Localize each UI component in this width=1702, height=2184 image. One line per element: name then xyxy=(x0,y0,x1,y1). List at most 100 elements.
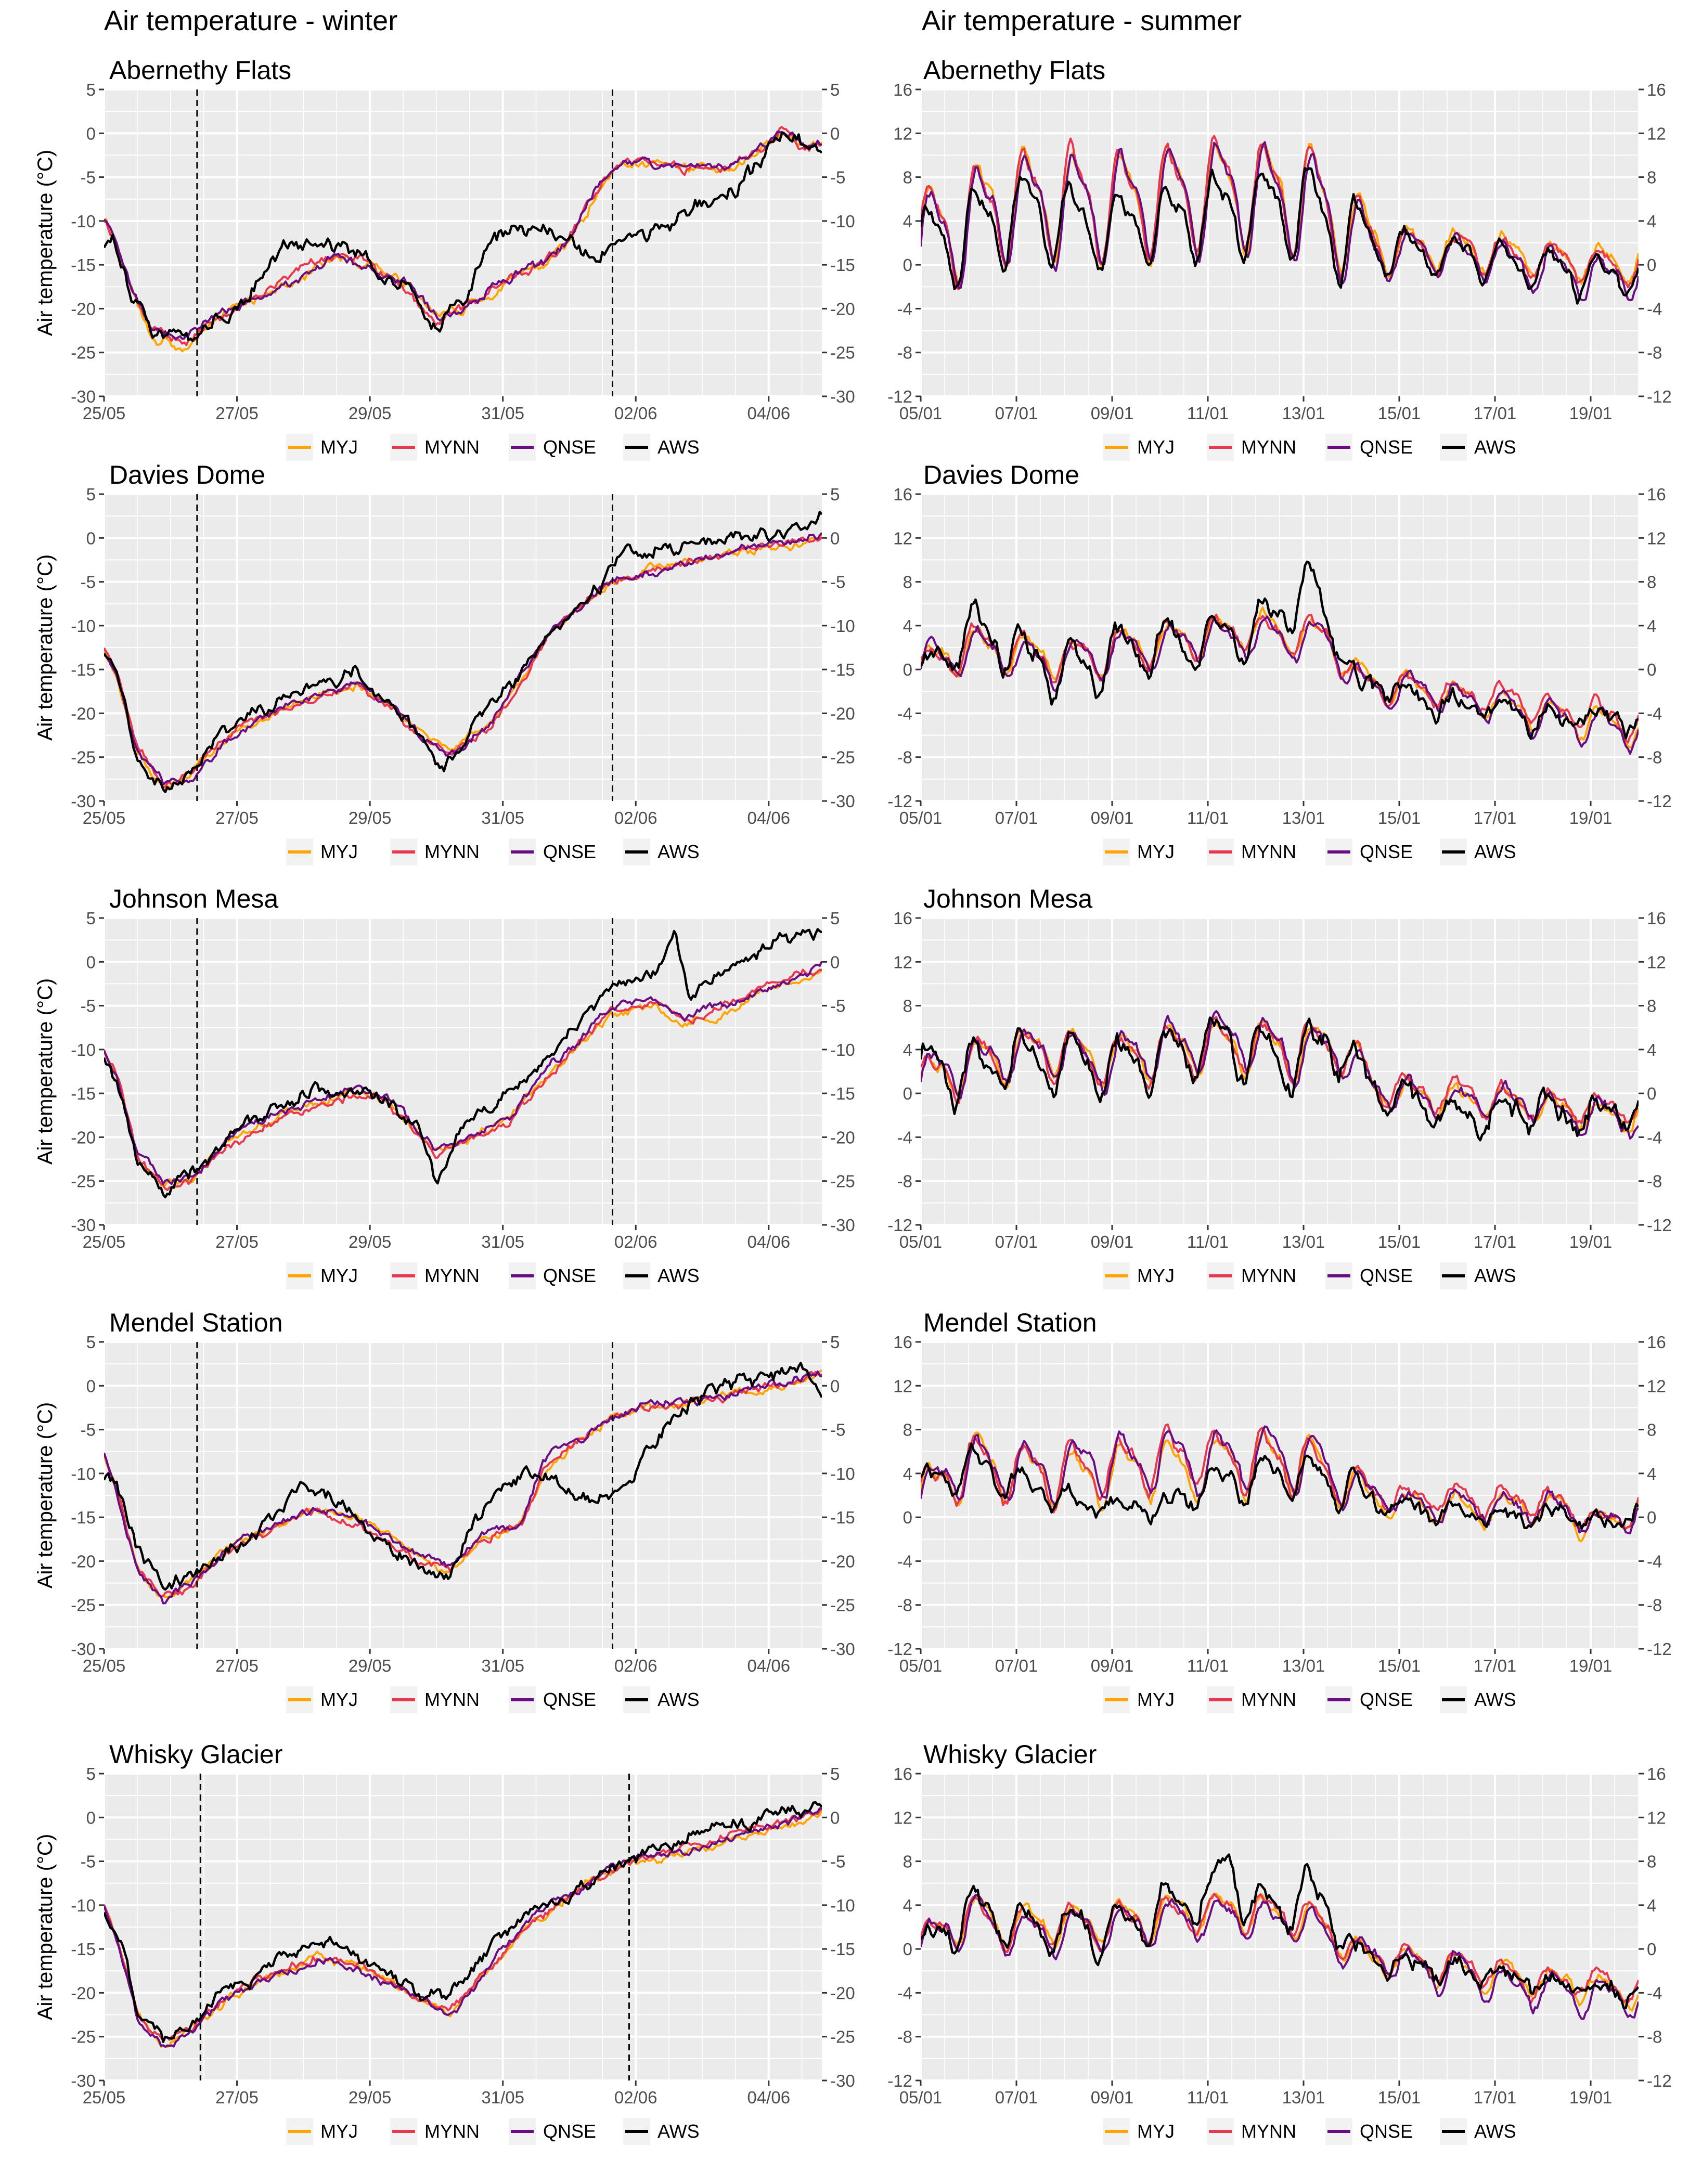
y-tick-label: -5 xyxy=(81,573,96,592)
y-tick-label: -25 xyxy=(71,2027,96,2047)
series-line-mynn xyxy=(104,968,822,1191)
x-tick-label: 25/05 xyxy=(83,1232,126,1251)
y-tick-label: -4 xyxy=(897,1128,912,1147)
y-tick-label-right: -4 xyxy=(1647,1983,1662,2002)
y-tick-label: -12 xyxy=(887,792,912,811)
y-tick-label: 8 xyxy=(903,168,912,187)
y-tick-label: -20 xyxy=(71,299,96,318)
y-tick-label-right: -12 xyxy=(1647,1216,1672,1235)
y-tick-label-right: 8 xyxy=(1647,1852,1656,1871)
y-tick-label-right: -30 xyxy=(830,792,855,811)
y-tick-label: -8 xyxy=(897,1596,912,1615)
y-tick-label-right: -20 xyxy=(830,1983,855,2002)
y-tick-label: -4 xyxy=(897,1983,912,2002)
x-tick-label: 09/01 xyxy=(1091,1656,1134,1675)
legend-label: QNSE xyxy=(543,436,596,458)
y-tick-label: 16 xyxy=(893,80,912,99)
y-tick-label-right: 16 xyxy=(1647,1333,1666,1352)
legend: MYJ MYNN QNSE AWS xyxy=(1103,1262,1516,1289)
y-tick-label: 0 xyxy=(86,952,96,972)
y-tick-label-right: -8 xyxy=(1647,748,1662,767)
x-tick-label: 07/01 xyxy=(995,404,1038,423)
x-tick-label: 31/05 xyxy=(481,2088,524,2107)
x-tick-label: 05/01 xyxy=(899,404,943,423)
legend-label: AWS xyxy=(657,1265,700,1286)
x-tick-label: 19/01 xyxy=(1569,1232,1613,1251)
legend-label: AWS xyxy=(1474,841,1516,862)
x-tick-label: 04/06 xyxy=(747,1656,790,1675)
legend-label: MYJ xyxy=(1137,1265,1175,1286)
x-tick-label: 27/05 xyxy=(215,1656,259,1675)
panel-title: Mendel Station xyxy=(109,1308,283,1337)
series-group xyxy=(104,126,822,353)
x-tick-label: 27/05 xyxy=(215,2088,259,2107)
y-tick-label: 12 xyxy=(893,952,912,972)
x-tick-label: 04/06 xyxy=(747,808,790,828)
column-title-summer: Air temperature - summer xyxy=(922,5,1242,36)
legend: MYJ MYNN QNSE AWS xyxy=(286,434,700,461)
legend: MYJ MYNN QNSE AWS xyxy=(1103,838,1516,865)
x-tick-label: 13/01 xyxy=(1282,2088,1325,2107)
y-tick-label-right: 4 xyxy=(1647,1040,1656,1059)
y-tick-label: 12 xyxy=(893,1808,912,1827)
y-tick-label-right: -30 xyxy=(830,2071,855,2090)
x-tick-label: 25/05 xyxy=(83,404,126,423)
y-tick-label-right: -12 xyxy=(1647,792,1672,811)
x-tick-label: 31/05 xyxy=(481,404,524,423)
legend-label: MYNN xyxy=(424,436,480,458)
y-tick-label: 0 xyxy=(86,1808,96,1827)
legend-label: QNSE xyxy=(1360,1265,1413,1286)
y-tick-label-right: 0 xyxy=(830,528,840,548)
chart-panel: Johnson Mesa 16 16 12 12 8 8 4 4 0 0 -4 -4 -8 -8 -12 -12… xyxy=(887,884,1672,1289)
x-tick-label: 15/01 xyxy=(1378,2088,1421,2107)
y-tick-label: -25 xyxy=(71,1596,96,1615)
y-tick-label: -10 xyxy=(71,616,96,636)
y-tick-label: 8 xyxy=(903,997,912,1016)
legend-label: MYNN xyxy=(424,841,480,862)
legend-label: MYJ xyxy=(320,436,358,458)
series-line-myj xyxy=(104,133,822,353)
y-tick-label-right: 12 xyxy=(1647,1808,1666,1827)
y-tick-label-right: 5 xyxy=(830,1333,840,1352)
y-tick-label: 4 xyxy=(903,212,912,231)
x-tick-label: 05/01 xyxy=(899,808,943,828)
legend-label: MYJ xyxy=(1137,436,1175,458)
legend: MYJ MYNN QNSE AWS xyxy=(286,838,700,865)
y-tick-label-right: 12 xyxy=(1647,124,1666,143)
series-line-aws xyxy=(104,1362,822,1591)
y-tick-label-right: -20 xyxy=(830,299,855,318)
x-tick-label: 31/05 xyxy=(481,808,524,828)
y-tick-label: 0 xyxy=(903,1508,912,1527)
series-line-qnse xyxy=(921,1425,1639,1534)
x-tick-label: 02/06 xyxy=(614,808,657,828)
y-tick-label: -4 xyxy=(897,1552,912,1571)
x-tick-label: 17/01 xyxy=(1474,404,1517,423)
y-tick-label-right: 16 xyxy=(1647,80,1666,99)
y-tick-label: -20 xyxy=(71,704,96,723)
x-tick-label: 19/01 xyxy=(1569,404,1613,423)
y-tick-label: 0 xyxy=(86,528,96,548)
series-line-aws xyxy=(921,1016,1639,1142)
x-tick-label: 29/05 xyxy=(349,404,392,423)
y-tick-label: -10 xyxy=(71,1464,96,1483)
legend: MYJ MYNN QNSE AWS xyxy=(1103,2118,1516,2145)
chart-panel: Mendel Station 16 16 12 12 8 8 4 4 0 0 -4 -4 -8 -8 -12 -… xyxy=(887,1308,1672,1713)
y-tick-label: 0 xyxy=(86,1376,96,1395)
series-line-mynn xyxy=(104,1808,822,2041)
y-tick-label: -4 xyxy=(897,704,912,723)
y-tick-label-right: -30 xyxy=(830,1216,855,1235)
y-tick-label-right: 0 xyxy=(830,124,840,143)
y-tick-label: -15 xyxy=(71,255,96,275)
legend-label: AWS xyxy=(1474,436,1516,458)
series-line-aws xyxy=(104,132,822,342)
legend-label: MYJ xyxy=(1137,2121,1175,2142)
series-line-aws xyxy=(104,928,822,1198)
series-line-aws xyxy=(104,1801,822,2044)
legend-label: QNSE xyxy=(543,1689,596,1710)
x-tick-label: 02/06 xyxy=(614,404,657,423)
x-tick-label: 11/01 xyxy=(1187,2088,1229,2107)
legend-label: AWS xyxy=(657,841,700,862)
y-tick-label-right: -4 xyxy=(1647,1128,1662,1147)
x-tick-label: 17/01 xyxy=(1474,1656,1517,1675)
